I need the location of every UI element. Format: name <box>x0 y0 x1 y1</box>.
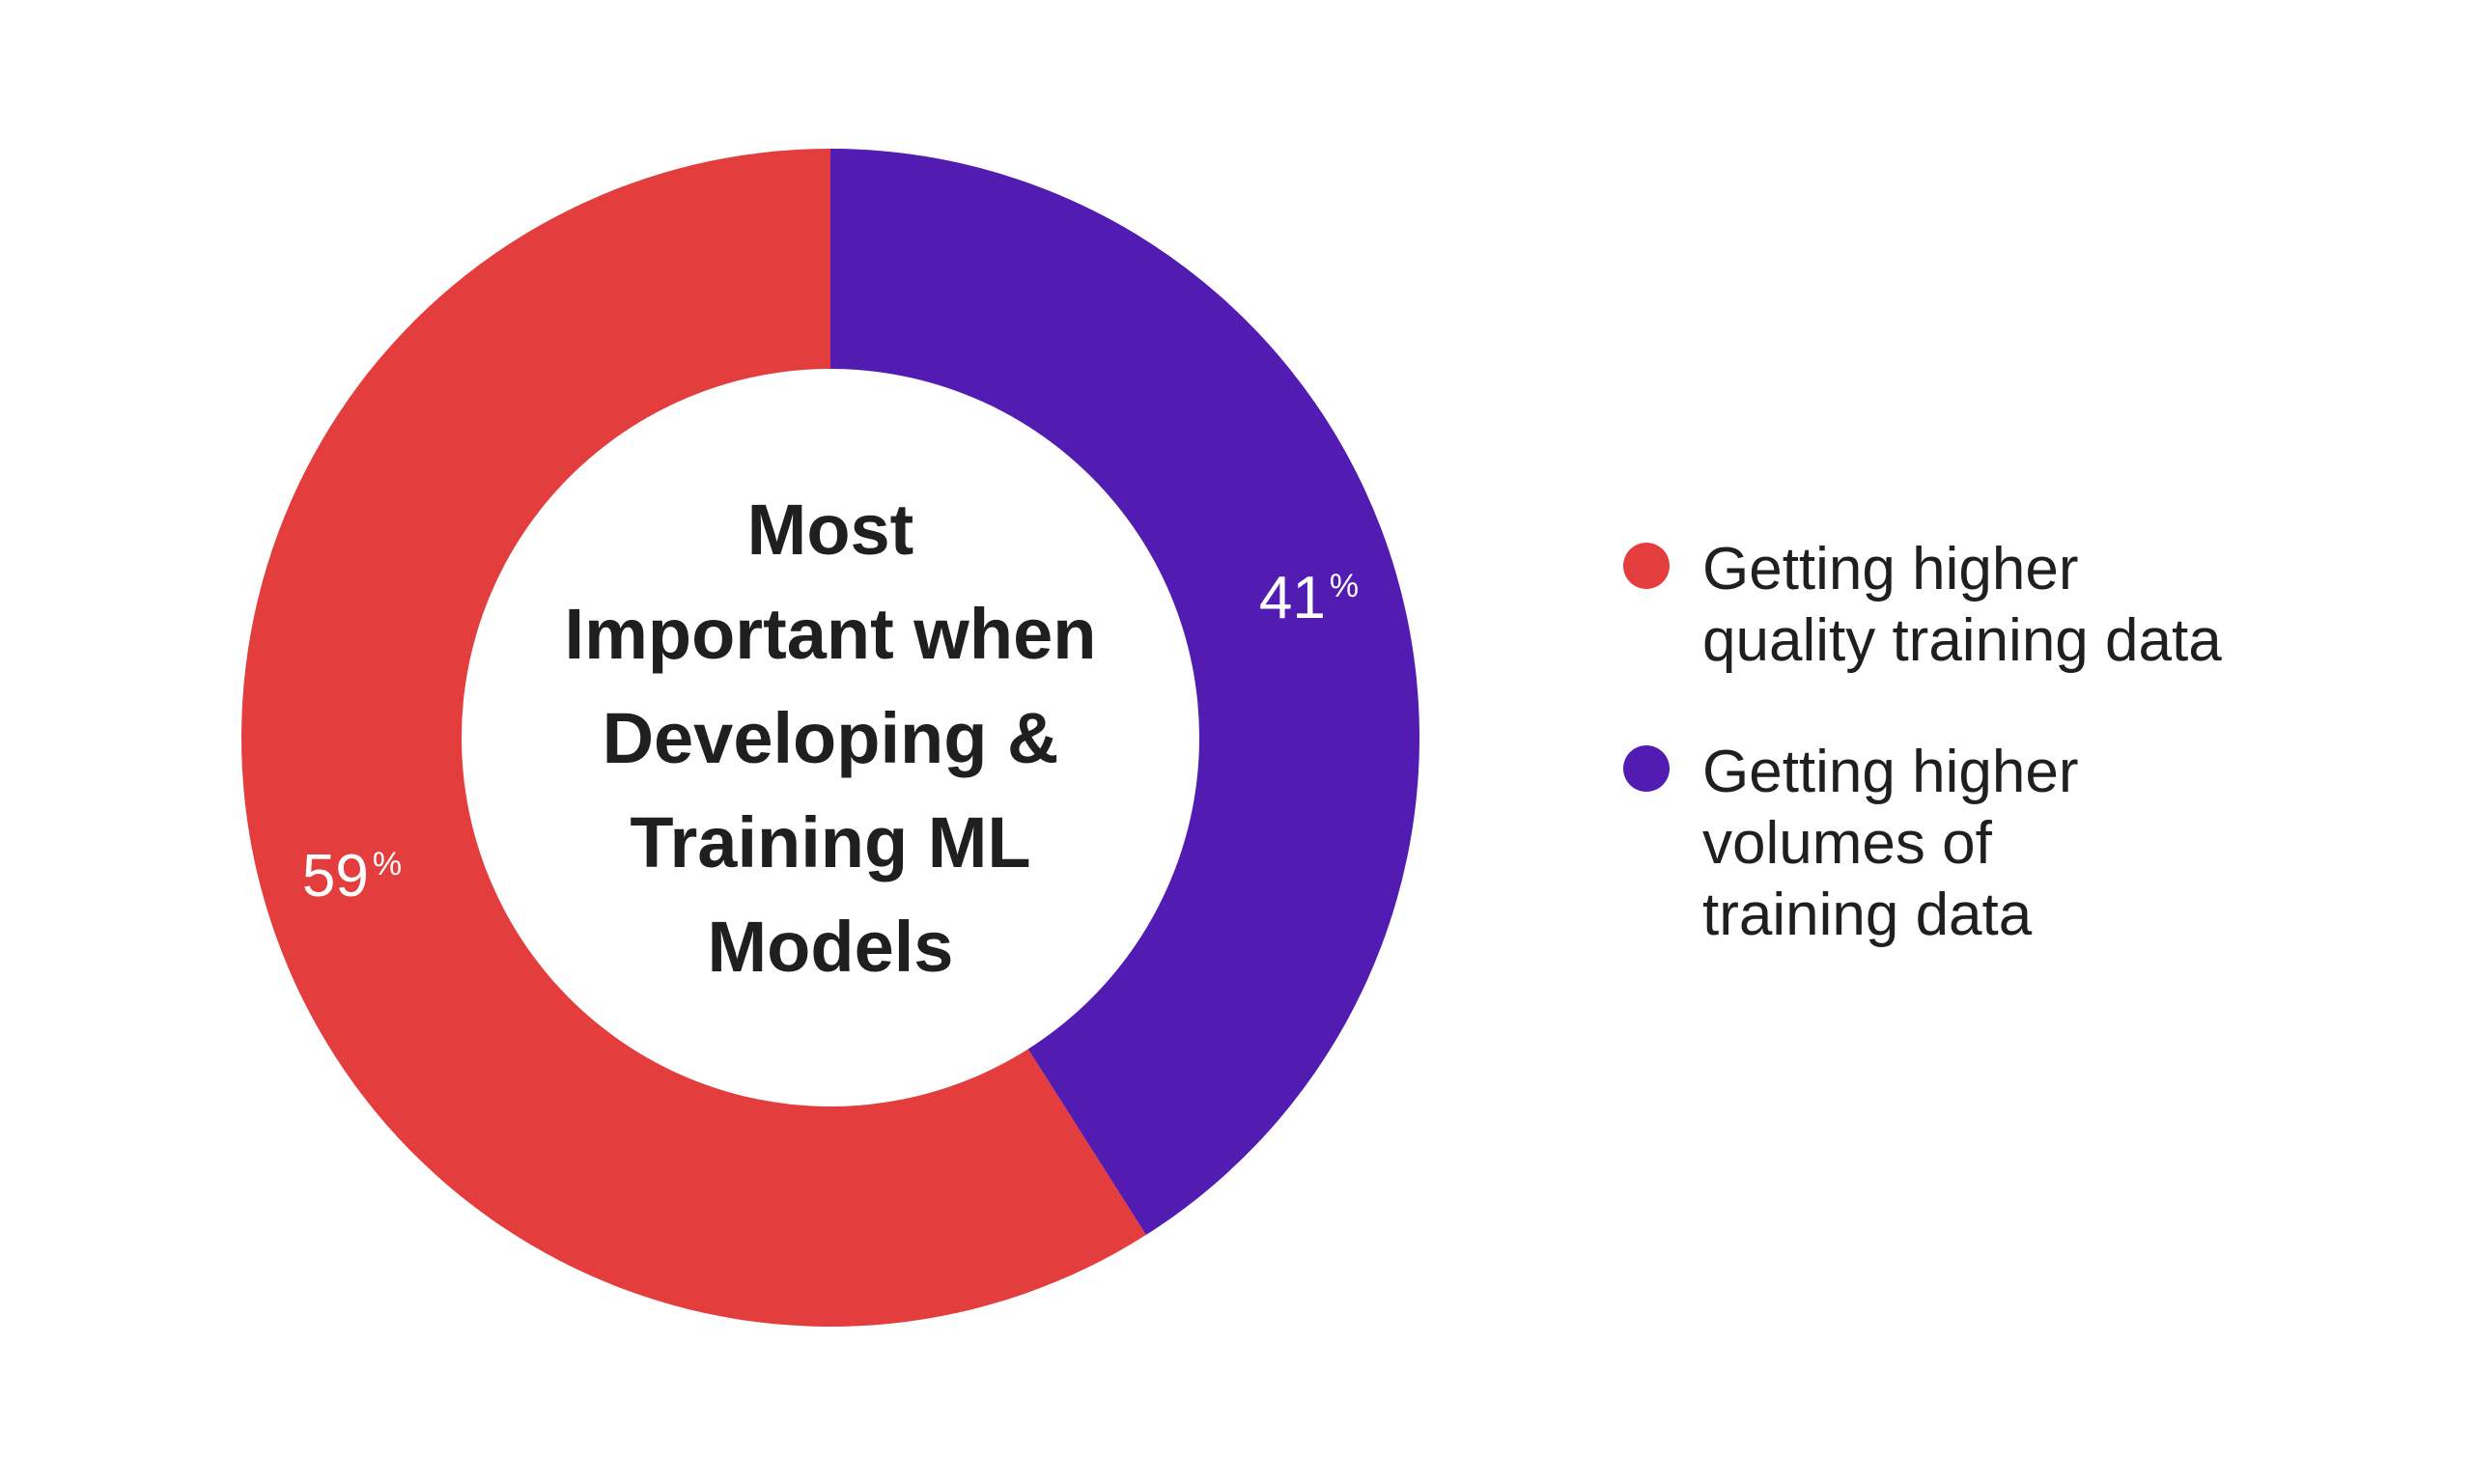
chart-title-line: Training ML <box>630 802 1030 882</box>
legend-label-line: quality training data <box>1702 607 2222 674</box>
slice-label-number: 59 <box>302 843 369 910</box>
chart-title-line: Models <box>708 907 954 987</box>
legend-label: Getting higher volumes of training data <box>1702 739 2078 948</box>
legend-swatch <box>1623 745 1670 792</box>
legend-item-1: Getting higher quality training data <box>1623 536 2222 674</box>
legend-label: Getting higher quality training data <box>1702 536 2222 674</box>
slice-label-unit: % <box>1330 568 1359 604</box>
legend-label-line: training data <box>1702 882 2033 948</box>
legend-item-2: Getting higher volumes of training data <box>1623 739 2078 948</box>
legend-label-line: volumes of <box>1702 810 1993 877</box>
slice-label-unit: % <box>373 846 402 882</box>
chart-title-line: Most <box>747 490 914 570</box>
donut-hole <box>462 369 1199 1106</box>
chart-title-line: Developing & <box>603 698 1059 778</box>
slice-label-number: 41 <box>1259 565 1326 631</box>
slice-labels-layer: 41 %59% <box>302 565 1359 910</box>
legend-label-line: Getting higher <box>1702 536 2078 602</box>
legend: Getting higher quality training dataGetti… <box>1623 536 2222 948</box>
legend-swatch <box>1623 543 1670 589</box>
chart-title: Most Important when Developing & Training M… <box>565 490 1097 987</box>
slice-label-2: 41% <box>1259 565 1359 631</box>
legend-label-line: Getting higher <box>1702 739 2078 805</box>
slice-label-1: 59% <box>302 843 402 910</box>
chart-title-line: Important when <box>565 594 1097 674</box>
